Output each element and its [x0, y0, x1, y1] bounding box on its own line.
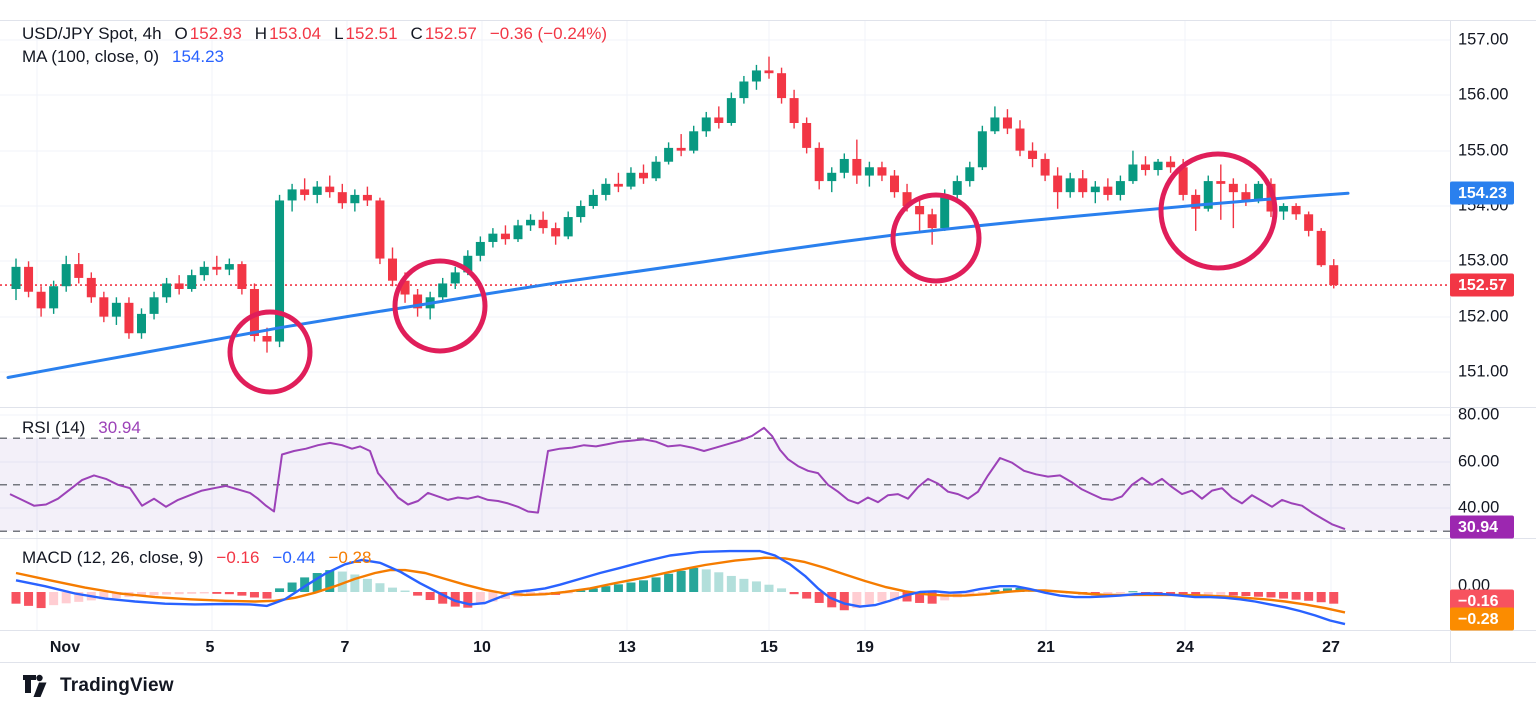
axis-label: 156.00 [1458, 85, 1508, 103]
axis-label: 157.00 [1458, 30, 1508, 48]
ohlc-close: C 152.57 [410, 24, 477, 43]
axis-label: 155.00 [1458, 141, 1508, 159]
axis-label: 40.00 [1458, 498, 1499, 516]
axis-badge-text: 30.94 [1458, 519, 1498, 536]
rsi-legend[interactable]: RSI (14) 30.94 [22, 418, 141, 438]
axis-label: 80.00 [1458, 405, 1499, 423]
axis-badge-text: 154.23 [1458, 185, 1507, 202]
time-axis-label: 7 [341, 639, 350, 656]
ma-100-line [6, 191, 1350, 379]
symbol-title[interactable]: USD/JPY Spot, 4h [22, 24, 162, 43]
time-axis-label: 27 [1322, 639, 1340, 656]
time-axis[interactable]: Nov 5 7 10 13 15 19 21 24 27 [50, 639, 1340, 656]
macd-signal-line [15, 556, 1346, 614]
rsi-line [9, 426, 1346, 531]
time-axis-label: 13 [618, 639, 636, 656]
time-axis-label: 21 [1037, 639, 1055, 656]
macd-axis-badges: −0.16−0.28 [1450, 589, 1514, 631]
rsi-axis[interactable]: 80.00 60.00 40.00 [1458, 405, 1499, 516]
rsi-band [0, 437, 1450, 533]
axis-label: 151.00 [1458, 362, 1508, 380]
macd-line-value: −0.44 [272, 548, 316, 567]
time-axis-label: 5 [206, 639, 215, 656]
annotation-circle [392, 258, 488, 354]
axis-badge [1450, 589, 1514, 613]
axis-badge-text: −0.16 [1458, 593, 1499, 610]
macd-hist-value: −0.16 [216, 548, 260, 567]
macd-main-line [15, 549, 1346, 626]
axis-label: 60.00 [1458, 452, 1499, 470]
tradingview-logo-icon [23, 674, 47, 697]
axis-badge [1450, 273, 1514, 297]
time-axis-label: 24 [1176, 639, 1194, 656]
ma-legend-value: 154.23 [172, 47, 225, 66]
axis-badge-text: −0.28 [1458, 611, 1499, 628]
rsi-legend-label[interactable]: RSI (14) [22, 418, 86, 437]
axis-label: 152.00 [1458, 307, 1508, 325]
rsi-legend-value: 30.94 [98, 418, 141, 437]
macd-legend-label[interactable]: MACD (12, 26, close, 9) [22, 548, 204, 567]
tradingview-logo-text: TradingView [60, 675, 174, 696]
time-axis-label: 15 [760, 639, 778, 656]
price-axis-badges: 154.23 152.57 [1450, 181, 1514, 297]
axis-label: 153.00 [1458, 251, 1508, 269]
change-value: −0.36 (−0.24%) [489, 24, 608, 43]
ma-legend-label[interactable]: MA (100, close, 0) [22, 47, 160, 66]
symbol-legend[interactable]: USD/JPY Spot, 4h O 152.93 H 153.04 L 152.51… [22, 24, 607, 44]
macd-histogram [11, 567, 1339, 611]
pane-borders [0, 20, 1536, 663]
macd-legend[interactable]: MACD (12, 26, close, 9) −0.16 −0.44 −0.2… [22, 548, 371, 568]
axis-badge [1450, 181, 1514, 205]
annotation-circles [227, 151, 1278, 395]
axis-badge [1450, 515, 1514, 539]
time-axis-label: Nov [50, 639, 80, 656]
annotation-circle [227, 309, 313, 395]
ma-legend[interactable]: MA (100, close, 0) 154.23 [22, 47, 224, 67]
time-axis-label: 10 [473, 639, 491, 656]
rsi-axis-badges: 30.94 [1450, 515, 1514, 539]
candlestick-series [11, 56, 1339, 353]
annotation-circle [890, 192, 982, 284]
price-axis[interactable]: 157.00156.00155.00154.00153.00152.00151.… [1458, 30, 1508, 380]
time-axis-label: 19 [856, 639, 874, 656]
ohlc-low: L 152.51 [334, 24, 398, 43]
axis-badge-text: 152.57 [1458, 277, 1507, 294]
ohlc-high: H 153.04 [254, 24, 322, 43]
macd-signal-value: −0.28 [328, 548, 372, 567]
ohlc-open: O 152.93 [174, 24, 242, 43]
annotation-circle [1158, 151, 1278, 271]
axis-badge [1450, 607, 1514, 631]
tradingview-logo[interactable]: TradingView [22, 674, 174, 698]
